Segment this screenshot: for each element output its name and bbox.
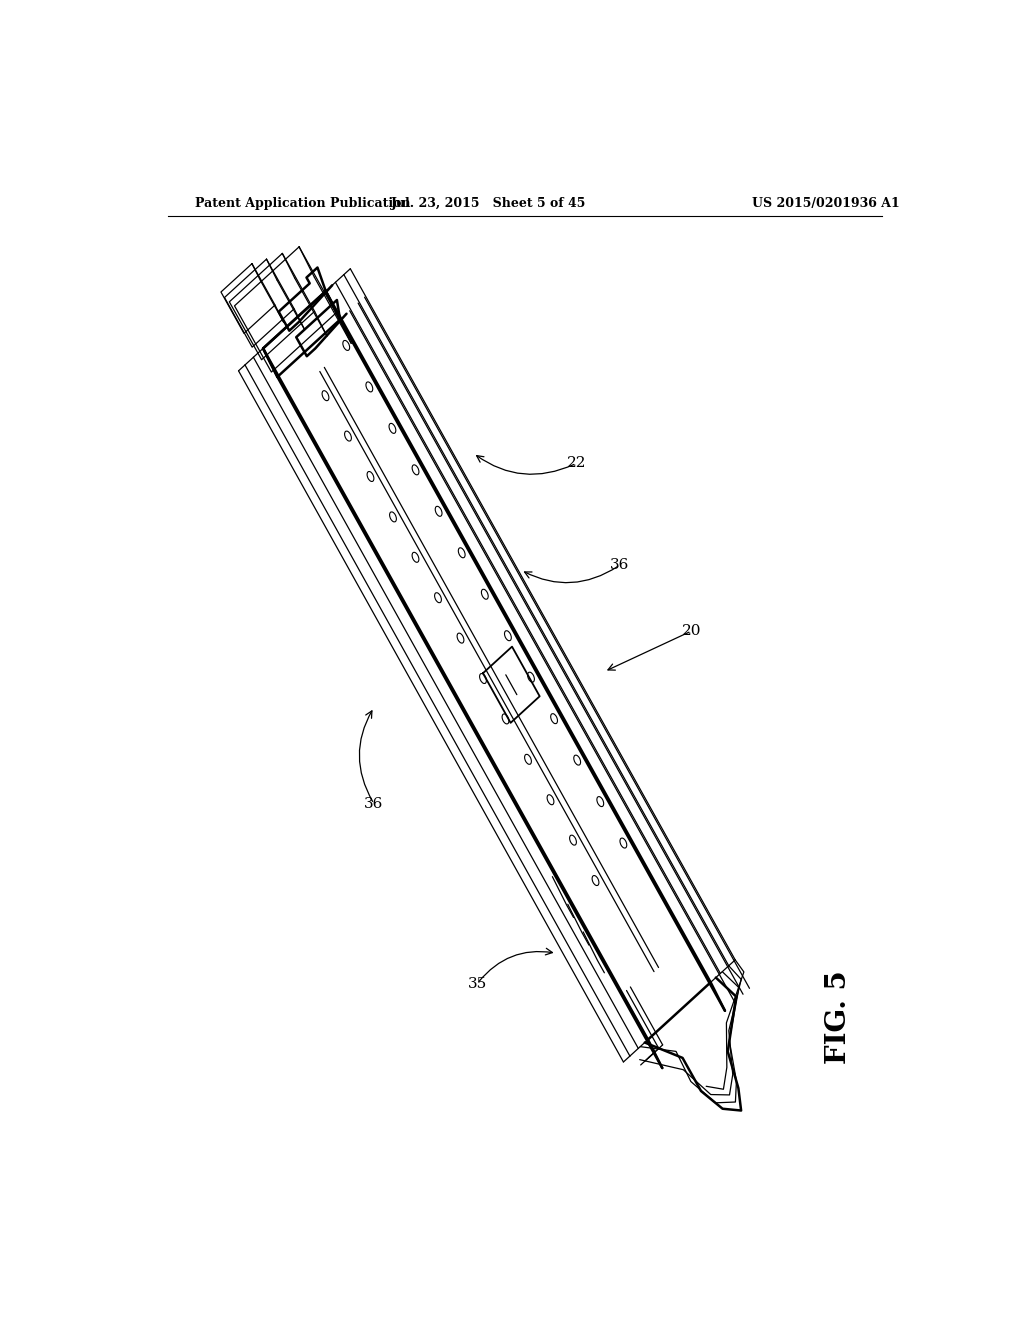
Text: US 2015/0201936 A1: US 2015/0201936 A1: [753, 197, 900, 210]
Text: Patent Application Publication: Patent Application Publication: [196, 197, 411, 210]
Text: 35: 35: [468, 977, 486, 991]
Text: FIG. 5: FIG. 5: [824, 970, 852, 1064]
Text: 36: 36: [610, 558, 630, 572]
Text: 36: 36: [365, 797, 384, 810]
Text: 20: 20: [682, 624, 701, 638]
Text: 22: 22: [566, 457, 586, 470]
Text: Jul. 23, 2015   Sheet 5 of 45: Jul. 23, 2015 Sheet 5 of 45: [391, 197, 587, 210]
